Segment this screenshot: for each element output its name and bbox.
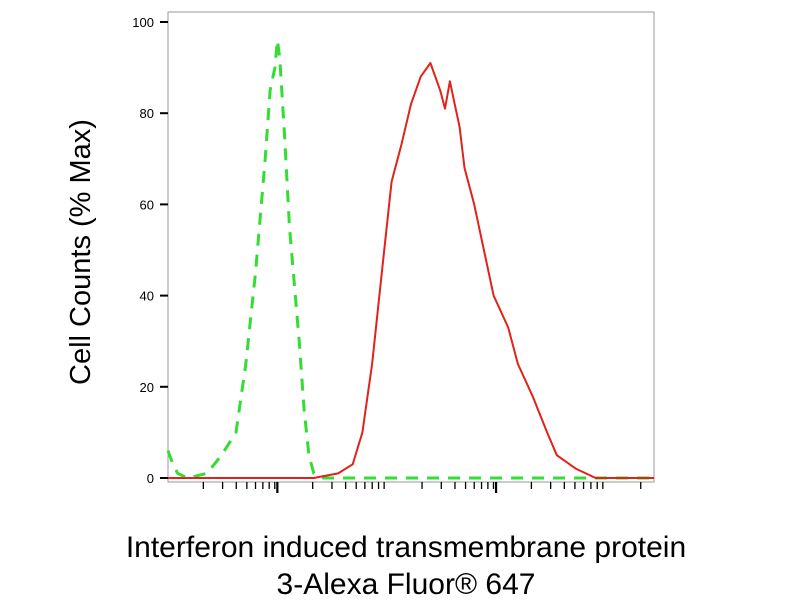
y-tick-label: 20: [140, 380, 154, 395]
labels-layer: Cell Counts (% Max) Interferon induced t…: [65, 119, 686, 601]
sample-histogram-line: [168, 62, 654, 479]
x-axis-label-line2: 3-Alexa Fluor® 647: [277, 568, 536, 600]
control-histogram-line: [166, 38, 654, 480]
series-layer: [166, 38, 654, 480]
plot-frame: [167, 11, 655, 483]
y-tick-label: 80: [140, 106, 154, 121]
y-tick-label: 100: [132, 15, 154, 30]
x-axis-label-line1: Interferon induced transmembrane protein: [126, 531, 686, 564]
y-tick-label: 60: [140, 197, 154, 212]
y-axis-label: Cell Counts (% Max): [65, 119, 97, 385]
axes-layer: 0 20 40 60 80 100: [132, 11, 655, 493]
y-tick-label: 0: [147, 471, 154, 486]
y-tick-label: 40: [140, 289, 154, 304]
